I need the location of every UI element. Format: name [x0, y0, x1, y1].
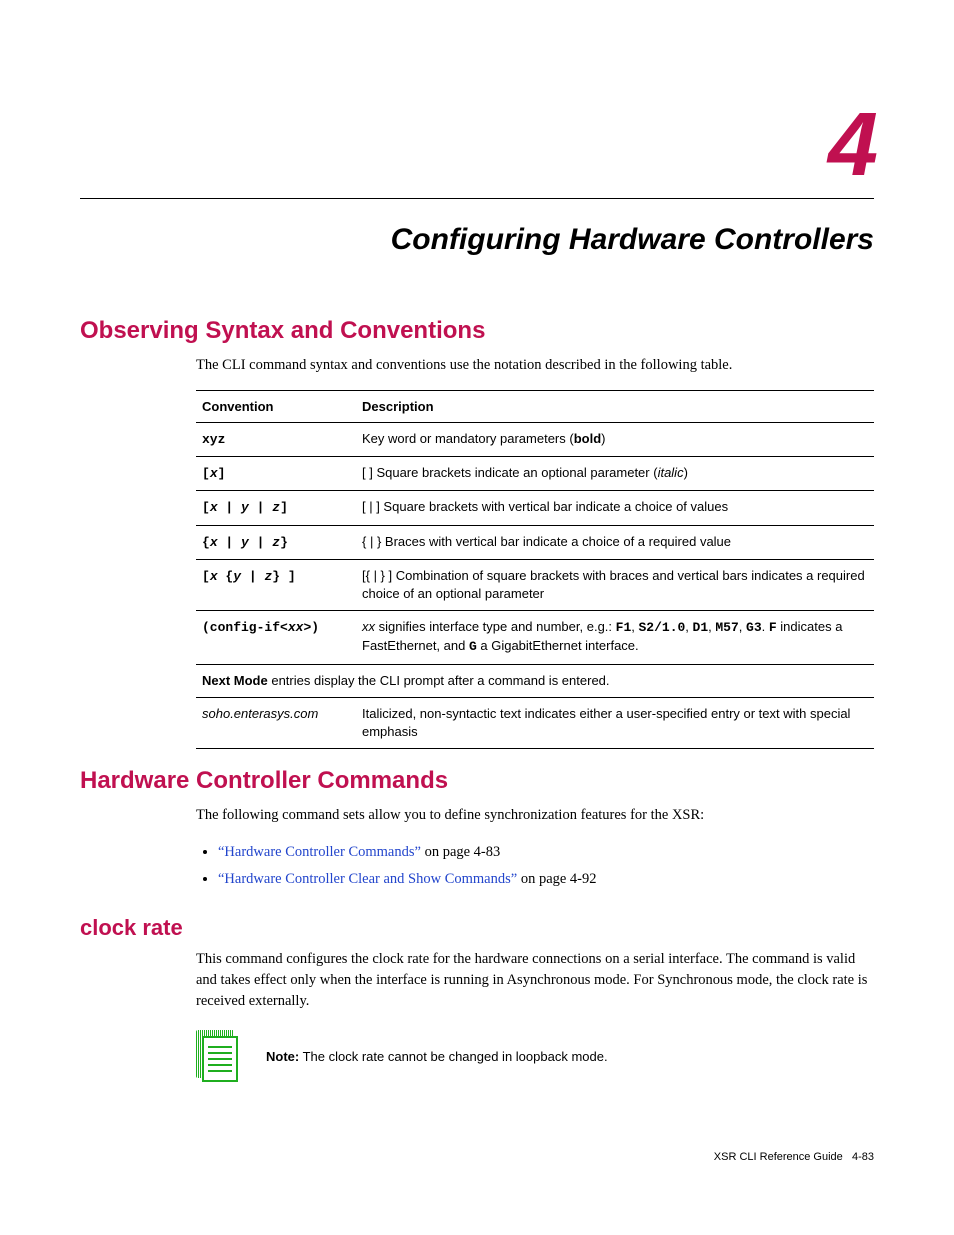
table-cell-convention: (config-if<xx>) [196, 611, 356, 664]
commands-intro: The following command sets allow you to … [196, 805, 874, 826]
commands-bullet-list: “Hardware Controller Commands” on page 4… [196, 840, 874, 891]
xref-link[interactable]: “Hardware Controller Clear and Show Comm… [218, 871, 517, 887]
table-cell-full: Next Mode entries display the CLI prompt… [196, 664, 874, 697]
convention-table: Convention Description xyzKey word or ma… [196, 390, 874, 749]
table-cell-description: Italicized, non-syntactic text indicates… [356, 697, 874, 748]
table-row: [x][ ] Square brackets indicate an optio… [196, 457, 874, 491]
table-cell-convention: soho.enterasys.com [196, 697, 356, 748]
table-cell-description: Key word or mandatory parameters (bold) [356, 423, 874, 457]
table-row: (config-if<xx>)xx signifies interface ty… [196, 611, 874, 664]
list-item: “Hardware Controller Clear and Show Comm… [218, 867, 874, 892]
table-cell-convention: xyz [196, 423, 356, 457]
table-header-description: Description [356, 391, 874, 423]
table-row: [x {y | z} ][{ | } ] Combination of squa… [196, 559, 874, 610]
note-text: Note: The clock rate cannot be changed i… [266, 1049, 608, 1064]
note-label: Note: [266, 1049, 299, 1064]
table-row: soho.enterasys.comItalicized, non-syntac… [196, 697, 874, 748]
clockrate-body: This command configures the clock rate f… [196, 949, 874, 1012]
table-row: Next Mode entries display the CLI prompt… [196, 664, 874, 697]
xref-link[interactable]: “Hardware Controller Commands” [218, 844, 421, 860]
table-cell-description: xx signifies interface type and number, … [356, 611, 874, 664]
table-row: xyzKey word or mandatory parameters (bol… [196, 423, 874, 457]
list-item: “Hardware Controller Commands” on page 4… [218, 840, 874, 865]
xref-suffix: on page 4-92 [517, 871, 596, 887]
note-icon [196, 1030, 238, 1082]
section-heading-syntax: Observing Syntax and Conventions [80, 317, 874, 345]
table-cell-convention: [x {y | z} ] [196, 559, 356, 610]
table-cell-description: [{ | } ] Combination of square brackets … [356, 559, 874, 610]
table-cell-description: { | } Braces with vertical bar indicate … [356, 525, 874, 559]
table-row: [x | y | z][ | ] Square brackets with ve… [196, 491, 874, 525]
table-row: {x | y | z}{ | } Braces with vertical ba… [196, 525, 874, 559]
page-footer: XSR CLI Reference Guide 4-83 [714, 1151, 874, 1163]
chapter-title: Configuring Hardware Controllers [80, 223, 874, 257]
table-header-convention: Convention [196, 391, 356, 423]
syntax-intro: The CLI command syntax and conventions u… [196, 355, 874, 376]
table-cell-description: [ ] Square brackets indicate an optional… [356, 457, 874, 491]
note-block: Note: The clock rate cannot be changed i… [196, 1030, 874, 1082]
xref-suffix: on page 4-83 [421, 844, 500, 860]
footer-page: 4-83 [852, 1151, 874, 1163]
section-heading-commands: Hardware Controller Commands [80, 767, 874, 795]
table-cell-convention: {x | y | z} [196, 525, 356, 559]
chapter-number: 4 [80, 100, 874, 190]
chapter-rule [80, 198, 874, 199]
section-heading-clockrate: clock rate [80, 915, 874, 941]
table-cell-description: [ | ] Square brackets with vertical bar … [356, 491, 874, 525]
footer-doc: XSR CLI Reference Guide [714, 1151, 843, 1163]
table-cell-convention: [x | y | z] [196, 491, 356, 525]
note-body: The clock rate cannot be changed in loop… [299, 1049, 607, 1064]
table-cell-convention: [x] [196, 457, 356, 491]
